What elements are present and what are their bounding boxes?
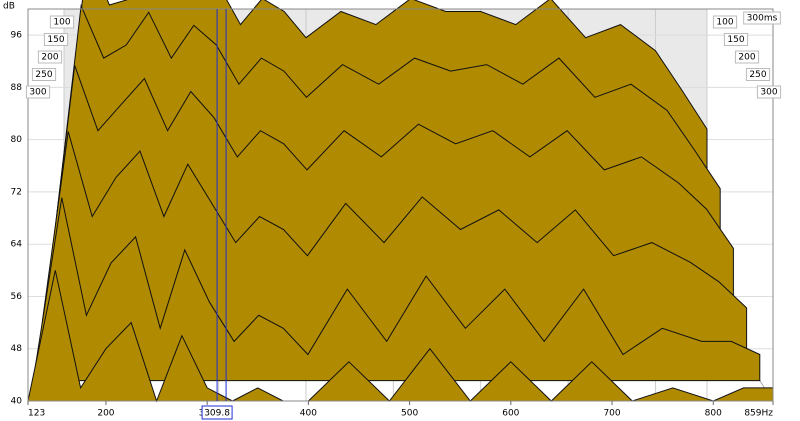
cursor-label: 309.8 xyxy=(204,409,230,419)
time-tick-label-right: 250 xyxy=(749,70,766,80)
time-tick-label-right: 100 xyxy=(716,18,733,28)
y-tick-label: 56 xyxy=(11,292,23,302)
y-tick-label: 72 xyxy=(11,187,22,197)
time-tick-label-right: 150 xyxy=(727,35,744,45)
time-tick-label-right-box xyxy=(756,85,782,99)
x-tick-label: 400 xyxy=(300,409,317,419)
time-axis-title: 300ms xyxy=(747,14,778,24)
time-tick-label-right-box xyxy=(745,68,771,81)
time-tick-label-right-box xyxy=(723,33,749,46)
waterfall-slice xyxy=(34,197,761,382)
plot-frame xyxy=(27,8,774,402)
time-tick-label-left-box xyxy=(31,68,57,81)
time-tick-label-left-box xyxy=(25,85,51,99)
x-tick-label: 123 xyxy=(28,409,45,419)
y-axis-label: dB xyxy=(3,2,15,12)
time-tick-label-left: 200 xyxy=(41,53,58,63)
time-tick-label-left: 150 xyxy=(47,35,64,45)
time-tick-label-right-box xyxy=(734,50,760,64)
x-tick-label: 500 xyxy=(401,409,418,419)
y-tick-label: 88 xyxy=(11,83,23,93)
x-tick-label: 800 xyxy=(705,409,722,419)
y-tick-label: 96 xyxy=(11,31,23,41)
x-tick-label: 859Hz xyxy=(744,409,773,419)
x-tick-label: 600 xyxy=(502,409,519,419)
x-tick-label: 200 xyxy=(97,409,114,419)
y-tick-label: 48 xyxy=(11,344,23,354)
time-tick-label-left-box xyxy=(43,33,69,46)
time-tick-label-right: 300 xyxy=(760,88,777,98)
x-tick-label: 700 xyxy=(603,409,620,419)
y-tick-label: 64 xyxy=(11,240,23,250)
time-tick-label-left: 100 xyxy=(53,18,70,28)
y-tick-label: 40 xyxy=(11,397,23,407)
time-tick-label-right: 200 xyxy=(738,53,755,63)
time-axis-title-box xyxy=(743,11,781,25)
time-tick-label-left: 250 xyxy=(35,70,52,80)
time-tick-label-left-box xyxy=(49,15,75,29)
y-tick-label: 80 xyxy=(11,135,23,145)
time-tick-label-right-box xyxy=(712,15,738,29)
time-tick-label-left-box xyxy=(37,50,63,64)
cursor-label-box xyxy=(201,405,233,420)
time-tick-label-left: 300 xyxy=(29,88,46,98)
waterfall-slice xyxy=(41,131,748,361)
waterfall-slice xyxy=(27,270,774,403)
